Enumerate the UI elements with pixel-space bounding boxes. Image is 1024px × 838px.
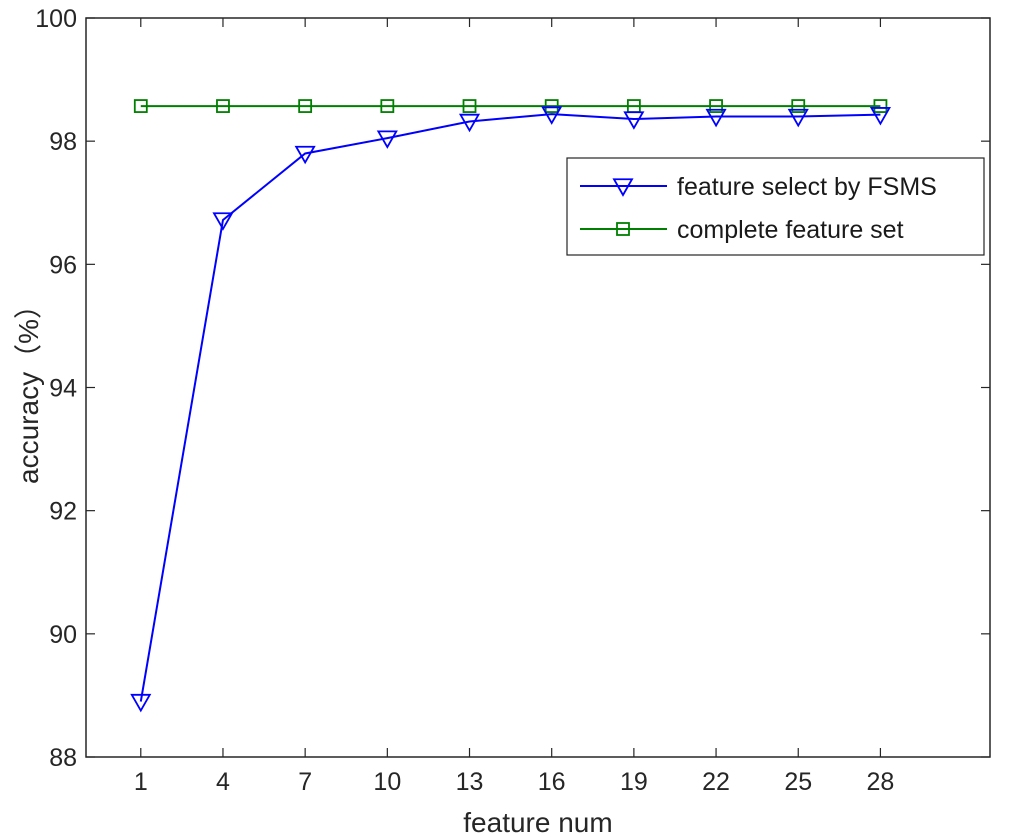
legend-box: [566, 157, 985, 256]
data-point: [212, 212, 234, 231]
legend-marker: [616, 222, 630, 236]
data-point: [298, 99, 313, 113]
y-tick-label: 90: [49, 621, 77, 649]
y-axis: 88 90 92 94 96 98 100: [35, 5, 990, 772]
x-tick-label: 4: [216, 768, 230, 796]
x-axis: 1 4 7 10 13 16 19 22 25 28: [134, 18, 894, 796]
data-point: [709, 99, 723, 113]
x-tick-label: 25: [784, 768, 812, 796]
data-point: [544, 99, 559, 113]
legend-entry: feature select by FSMS: [580, 173, 937, 201]
x-tick-label: 16: [538, 768, 566, 796]
legend-label: complete feature set: [677, 216, 904, 244]
x-axis-label: feature num: [463, 807, 612, 838]
x-tick-label: 28: [867, 768, 895, 796]
x-tick-label: 1: [134, 768, 148, 796]
data-point: [216, 99, 230, 113]
data-point: [705, 108, 727, 128]
data-point: [130, 693, 152, 713]
data-point: [133, 99, 148, 113]
x-tick-label: 10: [373, 768, 401, 796]
series-fsms: [130, 106, 891, 713]
y-tick-label: 96: [49, 251, 77, 279]
data-point: [462, 99, 477, 113]
data-point: [787, 108, 809, 128]
data-point: [294, 145, 316, 165]
legend-label: feature select by FSMS: [677, 173, 937, 201]
data-point: [380, 99, 395, 113]
x-tick-label: 22: [702, 768, 730, 796]
data-point: [791, 99, 806, 113]
y-axis-label: accuracy（%）: [13, 291, 44, 484]
data-point: [458, 113, 481, 133]
y-tick-label: 88: [49, 744, 77, 772]
y-tick-label: 94: [49, 375, 77, 403]
legend-marker: [612, 178, 634, 197]
data-point: [873, 99, 888, 113]
legend: feature select by FSMS complete feature s…: [566, 157, 985, 256]
data-point: [376, 130, 398, 149]
x-tick-label: 19: [620, 768, 648, 796]
data-point: [541, 106, 563, 125]
x-tick-label: 7: [298, 768, 312, 796]
series-layer: [130, 99, 891, 713]
y-tick-label: 100: [35, 5, 77, 33]
legend-entry: complete feature set: [580, 216, 904, 244]
plot-area: [85, 17, 991, 758]
x-tick-label: 13: [456, 768, 484, 796]
y-tick-label: 98: [49, 128, 77, 156]
series-complete: [133, 99, 888, 113]
series-line: [139, 113, 881, 702]
data-point: [623, 111, 645, 130]
data-point: [869, 107, 891, 126]
y-tick-label: 92: [49, 498, 77, 526]
